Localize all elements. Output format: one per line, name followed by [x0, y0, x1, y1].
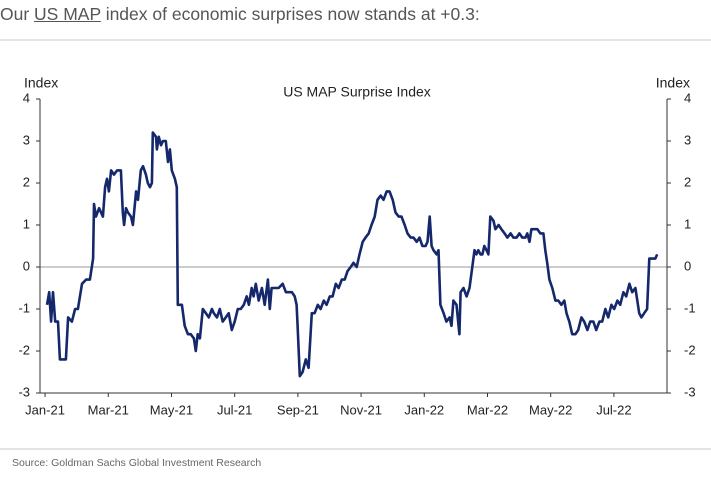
x-tick-label: Mar-22	[467, 402, 508, 417]
y2-tick-label: 1	[684, 216, 691, 231]
y-tick-label: 4	[23, 90, 30, 105]
x-tick-label: Nov-21	[340, 402, 382, 417]
link[interactable]: US MAP	[34, 4, 101, 24]
heading-text: Our	[0, 4, 35, 24]
line	[45, 131, 659, 378]
y2-tick-label: 2	[684, 174, 691, 189]
heading: Our US MAP index of economic surprises n…	[0, 4, 480, 25]
y-tick-label: -2	[18, 342, 30, 357]
y2-tick-label: 0	[684, 258, 691, 273]
y2-axis-label: Index	[656, 75, 690, 91]
y-axis-label: Index	[24, 75, 58, 91]
x-tick-label: Mar-21	[88, 402, 129, 417]
y2-tick-label: 4	[684, 90, 691, 105]
y2-tick-label: -2	[684, 342, 696, 357]
y-tick-label: 3	[23, 132, 30, 147]
x-tick-label: May-21	[150, 402, 193, 417]
y-tick-label: 2	[23, 174, 30, 189]
x-tick-label: Sep-21	[277, 402, 319, 417]
heading-text: index of economic surprises now stands a…	[100, 4, 480, 24]
y-tick-label: 0	[23, 258, 30, 273]
x-tick-label: Jan-21	[25, 402, 65, 417]
y-tick-label: 1	[23, 216, 30, 231]
y2-tick-label: -3	[684, 384, 696, 399]
chart-title: US MAP Surprise Index	[283, 84, 431, 100]
y-tick-label: -3	[18, 384, 30, 399]
y2-tick-label: 3	[684, 132, 691, 147]
x-tick-label: Jul-21	[217, 402, 252, 417]
x-tick-label: Jul-22	[596, 402, 631, 417]
y-tick-label: -1	[18, 300, 30, 315]
x-tick-label: Jan-22	[404, 402, 444, 417]
y2-tick-label: -1	[684, 300, 696, 315]
source: Source: Goldman Sachs Global Investment …	[12, 457, 261, 469]
x-tick-label: May-22	[529, 402, 572, 417]
